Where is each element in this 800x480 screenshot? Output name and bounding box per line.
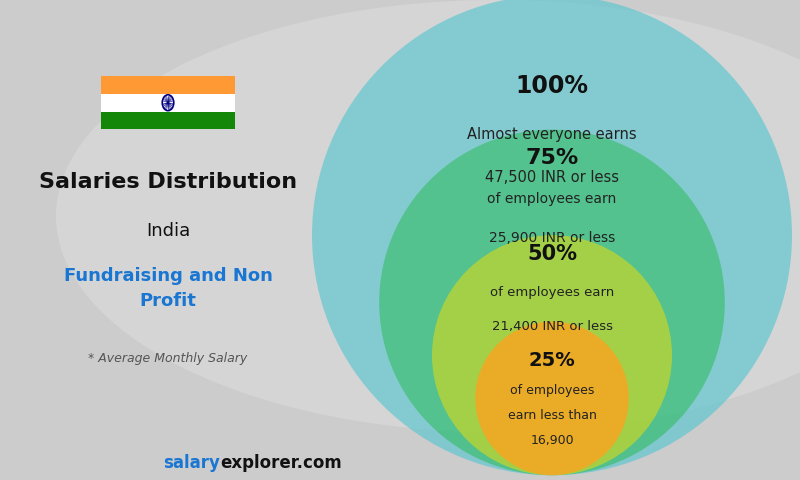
Text: India: India (146, 222, 190, 240)
Text: 47,500 INR or less: 47,500 INR or less (485, 170, 619, 185)
FancyBboxPatch shape (101, 94, 235, 111)
Text: Salaries Distribution: Salaries Distribution (39, 172, 297, 192)
Text: explorer.com: explorer.com (220, 454, 342, 472)
Text: Almost everyone earns: Almost everyone earns (467, 127, 637, 142)
Text: 25,900 INR or less: 25,900 INR or less (489, 230, 615, 245)
Text: 75%: 75% (526, 148, 578, 168)
Text: Fundraising and Non
Profit: Fundraising and Non Profit (63, 267, 273, 310)
Text: salary: salary (163, 454, 220, 472)
Text: * Average Monthly Salary: * Average Monthly Salary (88, 352, 248, 365)
Text: 100%: 100% (515, 74, 589, 98)
FancyBboxPatch shape (101, 76, 235, 94)
Text: 21,400 INR or less: 21,400 INR or less (491, 320, 613, 333)
Text: 16,900: 16,900 (530, 434, 574, 447)
Circle shape (379, 130, 725, 475)
Circle shape (432, 235, 672, 475)
Ellipse shape (56, 0, 800, 432)
Text: of employees: of employees (510, 384, 594, 397)
Text: 25%: 25% (529, 350, 575, 370)
Circle shape (475, 322, 629, 475)
FancyBboxPatch shape (101, 111, 235, 129)
Text: earn less than: earn less than (507, 409, 597, 422)
Text: 50%: 50% (527, 244, 577, 264)
Text: of employees earn: of employees earn (490, 286, 614, 300)
Circle shape (312, 0, 792, 475)
Text: of employees earn: of employees earn (487, 192, 617, 206)
